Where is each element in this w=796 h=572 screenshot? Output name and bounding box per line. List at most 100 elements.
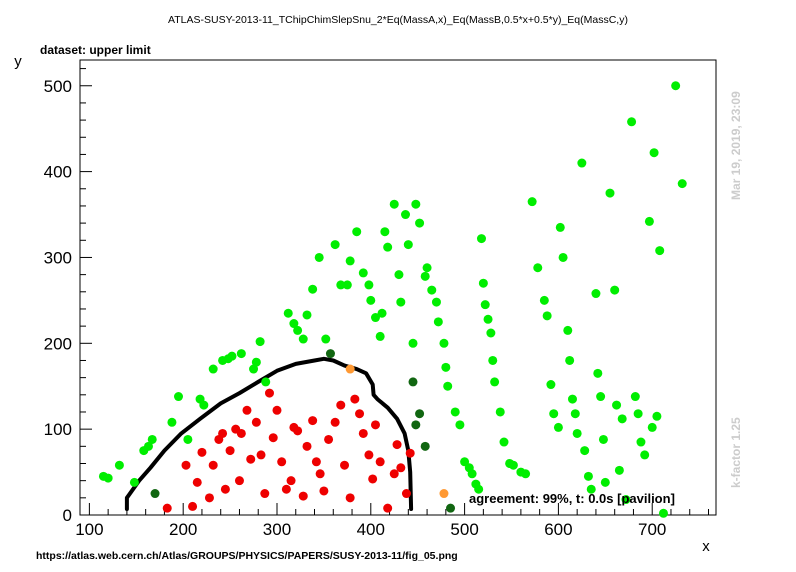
y-axis: 0 100 200 300 400 500 — [44, 68, 92, 525]
point-allowed — [567, 394, 577, 404]
point-allowed — [364, 280, 374, 290]
point-excluded — [188, 501, 198, 511]
point-excluded — [405, 448, 415, 458]
point-allowed — [633, 409, 643, 419]
point-excluded — [308, 416, 318, 426]
point-allowed — [591, 289, 601, 299]
point-allowed-disagree — [446, 503, 456, 513]
point-excluded — [401, 489, 411, 499]
agreement-annotation: agreement: 99%, t: 0.0s [pavilion] — [469, 491, 675, 506]
point-allowed — [183, 434, 193, 444]
y-axis-label: y — [14, 53, 22, 70]
x-tick-label: 100 — [75, 520, 103, 539]
point-allowed — [486, 328, 496, 338]
point-excluded — [286, 476, 296, 486]
point-excluded — [242, 405, 252, 415]
chart-title: ATLAS-SUSY-2013-11_TChipChimSlepSnu_2*Eq… — [168, 14, 628, 26]
point-allowed — [549, 409, 559, 419]
point-excluded — [315, 469, 325, 479]
point-allowed — [483, 314, 493, 324]
point-excluded — [298, 491, 308, 501]
point-allowed — [539, 295, 549, 305]
point-allowed — [553, 422, 563, 432]
point-allowed — [647, 422, 657, 432]
point-excluded — [162, 503, 172, 513]
point-excluded — [389, 469, 399, 479]
point-allowed — [129, 477, 139, 487]
point-allowed — [621, 495, 631, 505]
point-allowed-disagree — [150, 489, 160, 499]
point-allowed — [308, 284, 318, 294]
point-excluded — [260, 489, 270, 499]
point-allowed — [612, 400, 622, 410]
point-allowed — [114, 460, 124, 470]
point-allowed-disagree — [420, 441, 430, 451]
point-allowed — [336, 280, 346, 290]
x-tick-label: 700 — [638, 520, 666, 539]
point-excluded — [192, 477, 202, 487]
point-allowed — [298, 334, 308, 344]
y-tick-label: 400 — [44, 163, 72, 182]
point-excluded — [208, 460, 218, 470]
point-allowed — [636, 437, 646, 447]
exclusion-contour — [124, 356, 414, 511]
point-excluded — [197, 447, 207, 457]
point-excluded — [330, 417, 340, 427]
point-allowed — [403, 240, 413, 250]
point-excluded — [350, 394, 360, 404]
point-allowed — [478, 278, 488, 288]
point-excluded — [277, 457, 287, 467]
point-allowed — [261, 377, 271, 387]
point-allowed — [490, 377, 500, 387]
point-excluded — [375, 457, 385, 467]
point-allowed — [439, 338, 449, 348]
point-allowed — [555, 222, 565, 232]
point-allowed — [450, 407, 460, 417]
point-allowed — [352, 227, 362, 237]
point-allowed — [236, 349, 246, 359]
point-excluded — [368, 474, 378, 484]
point-allowed — [655, 246, 665, 256]
point-allowed — [596, 392, 606, 402]
point-allowed — [495, 407, 505, 417]
point-allowed — [408, 338, 418, 348]
kfactor-label: k-factor 1.25 — [729, 417, 743, 488]
point-excluded — [358, 428, 368, 438]
y-tick-label: 300 — [44, 248, 72, 267]
point-excluded — [370, 420, 380, 430]
point-excluded — [311, 457, 321, 467]
point-allowed — [474, 484, 484, 494]
point-excluded — [340, 460, 350, 470]
point-excluded — [220, 484, 230, 494]
point-excluded — [251, 417, 261, 427]
point-allowed — [630, 392, 640, 402]
point-excluded — [234, 476, 244, 486]
point-allowed — [167, 417, 177, 427]
point-allowed — [208, 364, 218, 374]
point-allowed — [420, 271, 430, 281]
point-allowed — [394, 270, 404, 280]
point-allowed — [433, 317, 443, 327]
point-excluded — [218, 428, 228, 438]
source-url: https://atlas.web.cern.ch/Atlas/GROUPS/P… — [36, 550, 458, 562]
plot-frame — [79, 59, 717, 516]
point-allowed — [658, 508, 668, 518]
y-tick-label: 200 — [44, 334, 72, 353]
point-excluded — [281, 484, 291, 494]
point-allowed — [677, 179, 687, 189]
point-allowed — [358, 268, 368, 278]
point-allowed — [488, 355, 498, 365]
point-excluded-disagree — [439, 489, 449, 499]
point-allowed — [147, 434, 157, 444]
point-allowed — [533, 263, 543, 273]
point-excluded — [225, 446, 235, 456]
point-allowed — [383, 242, 393, 252]
point-allowed — [476, 234, 486, 244]
point-allowed — [251, 357, 261, 367]
point-excluded — [364, 450, 374, 460]
point-allowed — [255, 337, 265, 347]
point-allowed — [542, 311, 552, 321]
point-excluded — [268, 433, 278, 443]
point-allowed — [173, 392, 183, 402]
